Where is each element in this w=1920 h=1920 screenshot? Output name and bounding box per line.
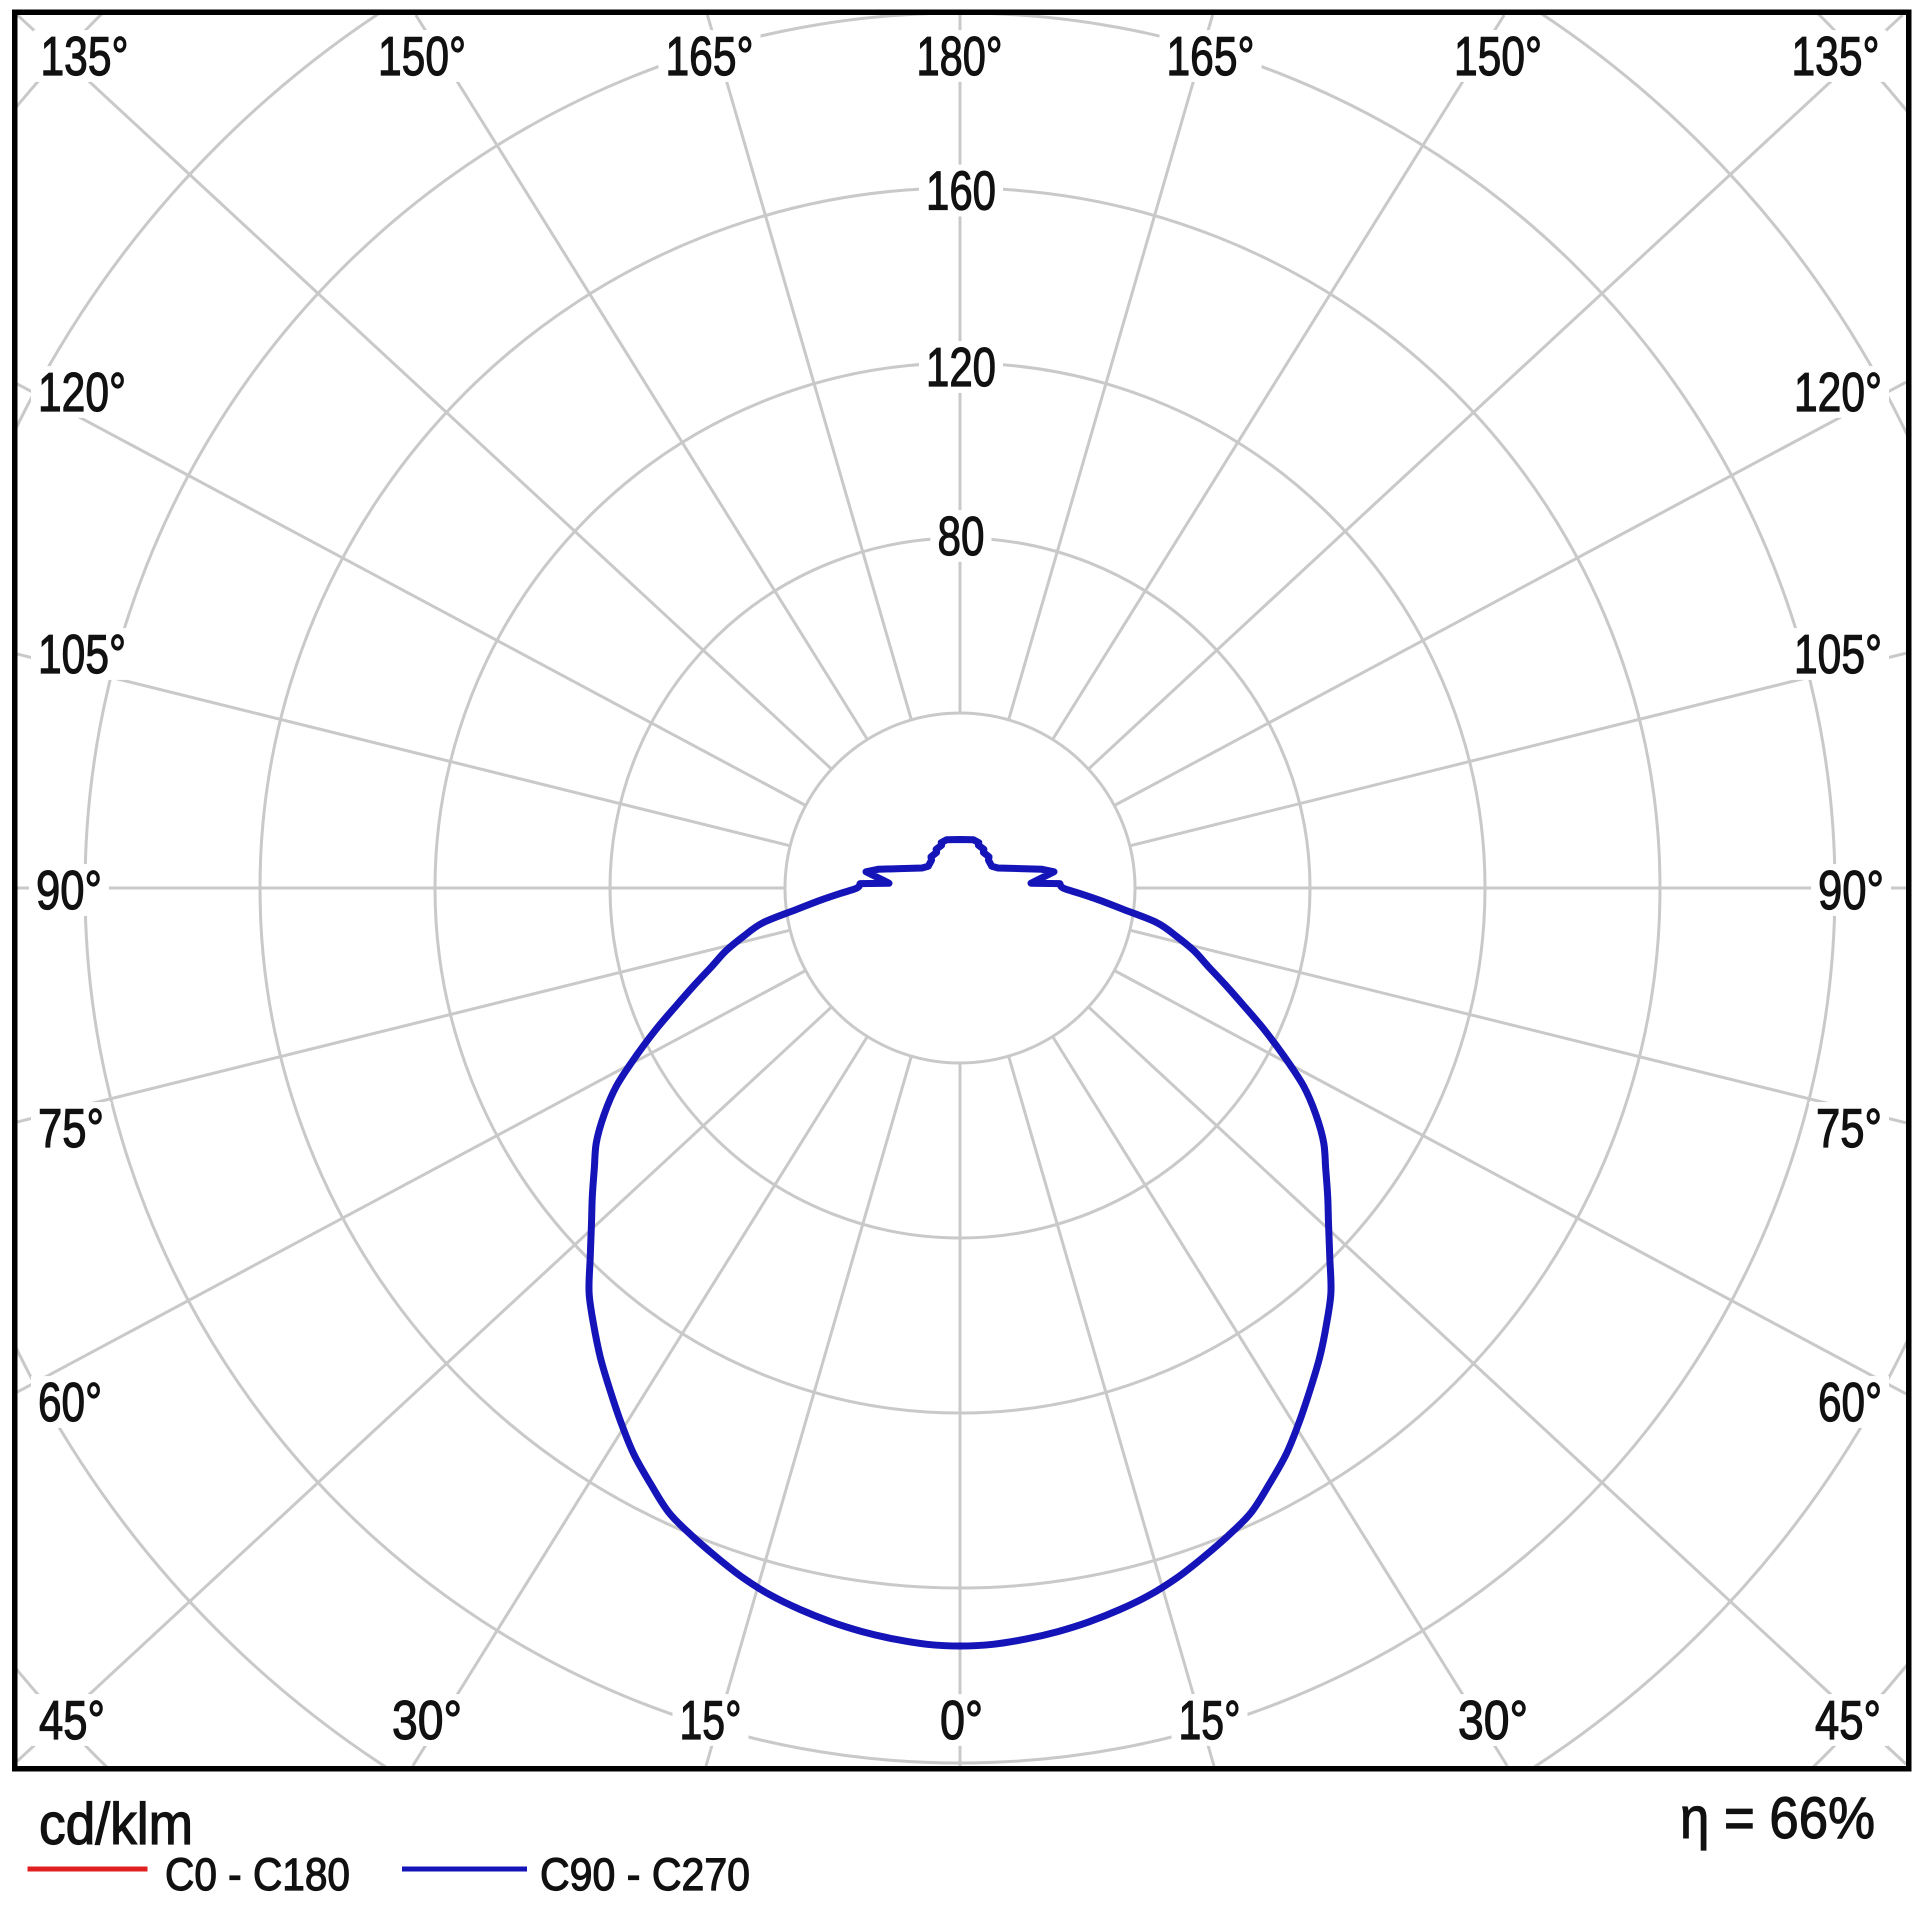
svg-text:90°: 90° (36, 859, 102, 921)
svg-text:90°: 90° (1818, 859, 1884, 921)
svg-text:75°: 75° (38, 1097, 104, 1159)
svg-text:C0 - C180: C0 - C180 (165, 1849, 350, 1900)
svg-text:105°: 105° (1794, 623, 1882, 685)
svg-text:120°: 120° (38, 361, 126, 423)
svg-text:165°: 165° (666, 25, 754, 87)
svg-text:120: 120 (926, 336, 996, 398)
svg-text:180°: 180° (917, 25, 1003, 87)
svg-text:105°: 105° (38, 623, 126, 685)
svg-text:165°: 165° (1167, 25, 1255, 87)
svg-text:0°: 0° (940, 1689, 983, 1751)
svg-text:150°: 150° (378, 25, 466, 87)
svg-text:160: 160 (926, 159, 996, 221)
svg-text:cd/klm: cd/klm (39, 1792, 193, 1857)
svg-text:60°: 60° (1818, 1371, 1882, 1433)
svg-text:75°: 75° (1816, 1097, 1882, 1159)
svg-text:45°: 45° (39, 1689, 105, 1751)
svg-text:30°: 30° (1458, 1689, 1528, 1751)
svg-text:15°: 15° (680, 1689, 742, 1751)
svg-text:15°: 15° (1179, 1689, 1241, 1751)
svg-text:150°: 150° (1454, 25, 1542, 87)
svg-text:η = 66%: η = 66% (1680, 1786, 1875, 1851)
svg-text:120°: 120° (1794, 361, 1882, 423)
svg-text:60°: 60° (38, 1371, 102, 1433)
svg-text:135°: 135° (1792, 25, 1880, 87)
svg-text:135°: 135° (41, 25, 129, 87)
svg-text:C90 - C270: C90 - C270 (540, 1849, 750, 1900)
svg-text:80: 80 (938, 505, 985, 567)
svg-text:45°: 45° (1815, 1689, 1881, 1751)
svg-text:30°: 30° (392, 1689, 462, 1751)
